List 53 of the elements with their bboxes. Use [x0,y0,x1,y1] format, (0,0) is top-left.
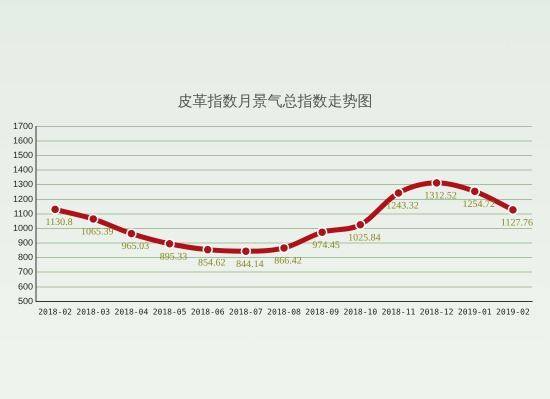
x-tick-label: 2018-10 [343,307,378,316]
point [393,188,404,198]
point [431,178,442,188]
x-tick-label: 2018-07 [229,307,263,316]
x-tick-label: 2018-04 [114,307,148,316]
y-tick-label: 900 [18,238,34,248]
data-label: 1127.76 [500,217,533,228]
point [164,238,175,249]
x-tick-label: 2018-05 [152,307,187,316]
y-tick-label: 1400 [12,164,34,175]
y-tick-label: 1600 [12,135,34,146]
y-tick-label: 1200 [12,194,34,204]
x-tick-label: 2018-11 [382,307,416,316]
data-label: 1025.84 [348,232,381,244]
data-label: 1254.72 [462,198,496,210]
data-label: 1130.8 [46,217,73,228]
point [50,204,60,215]
x-tick-label: 2018-02 [38,307,72,316]
data-label: 1312.52 [424,190,457,202]
data-label: 1065.39 [81,226,114,238]
data-label: 844.14 [236,258,264,270]
x-tick-label: 2018-06 [190,307,225,316]
y-tick-label: 1500 [12,150,34,160]
point [88,214,98,224]
data-label: 866.42 [274,256,302,267]
data-label: 974.45 [312,240,340,251]
y-tick-label: 1300 [12,179,34,190]
x-tick-label: 2018-03 [76,307,110,316]
y-tick-label: 1000 [12,222,34,233]
point [240,246,252,256]
data-label: 895.33 [160,251,188,262]
point [202,244,213,255]
data-label: 854.62 [198,257,226,268]
point [355,219,366,230]
point [316,226,328,238]
x-tick-label: 2019-02 [496,307,530,316]
y-tick-label: 500 [18,296,34,306]
data-label: 965.03 [122,241,150,252]
y-tick-label: 600 [18,281,34,292]
x-tick-label: 2019-01 [458,307,492,316]
data-label: 1243.32 [386,200,419,212]
y-tick-label: 1700 [12,120,34,131]
point [508,204,518,216]
x-tick-label: 2018-09 [305,307,340,316]
point [470,186,480,197]
point [126,228,137,239]
y-tick-label: 800 [18,252,34,262]
x-tick-label: 2018-12 [420,307,454,316]
y-tick-label: 1100 [14,208,34,218]
y-tick-label: 700 [18,266,34,277]
point [278,242,290,254]
chart-title: 皮革指数月景气总指数走势图 [176,92,374,111]
x-tick-label: 2018-08 [267,307,302,316]
